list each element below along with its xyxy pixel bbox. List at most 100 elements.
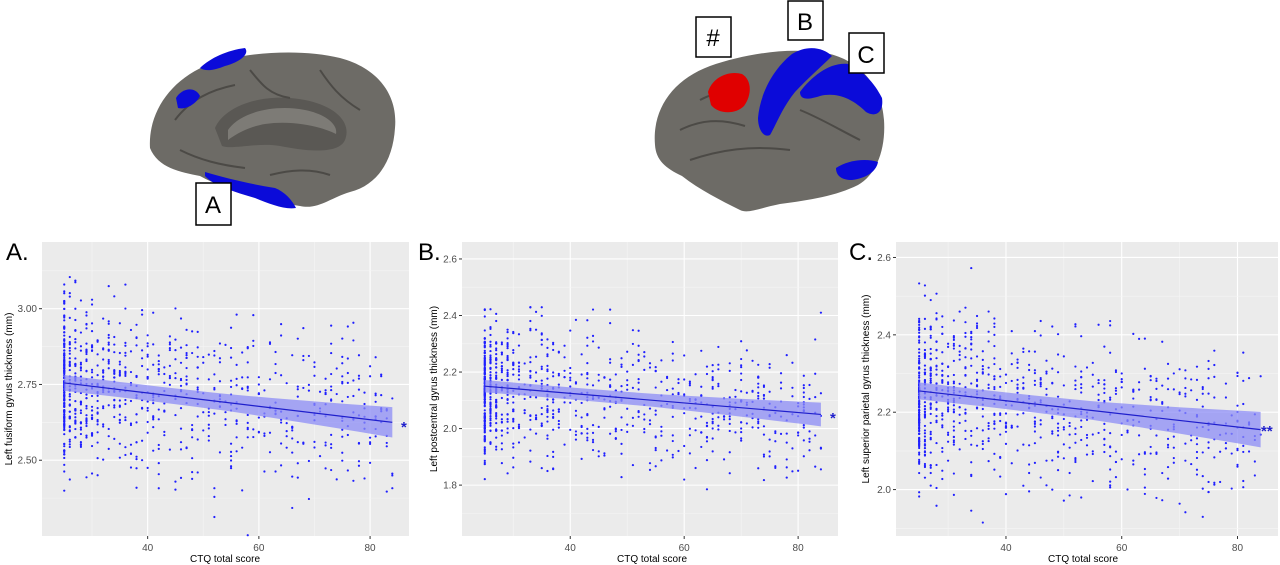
data-point	[993, 378, 996, 381]
data-point	[163, 409, 166, 412]
data-point	[74, 329, 77, 332]
data-point	[307, 383, 311, 386]
label-box-hash	[695, 16, 732, 58]
data-point	[1114, 392, 1118, 396]
data-point	[1091, 361, 1094, 364]
data-point	[1195, 443, 1199, 446]
data-point	[952, 493, 955, 496]
data-point	[489, 361, 492, 364]
data-point	[168, 377, 171, 380]
data-point	[489, 417, 492, 420]
data-point	[923, 476, 927, 479]
data-point	[174, 372, 177, 375]
data-point	[506, 431, 509, 434]
data-point	[1236, 463, 1239, 466]
data-point	[580, 457, 583, 460]
data-point	[563, 443, 566, 446]
data-point	[495, 398, 498, 402]
data-point	[495, 411, 498, 415]
data-point	[63, 369, 66, 372]
scatter-panel-a: A. 40 60 802.502.753.00 * CTQ total score …	[4, 239, 409, 565]
data-point	[252, 339, 255, 342]
data-point	[1028, 463, 1031, 466]
data-point	[580, 432, 583, 435]
data-point	[346, 469, 349, 472]
data-point	[757, 382, 760, 385]
data-point	[574, 414, 578, 417]
data-point	[1033, 461, 1037, 464]
data-point	[711, 437, 714, 440]
data-point	[324, 377, 327, 380]
data-point	[157, 359, 160, 363]
data-point	[246, 436, 249, 439]
data-point	[357, 374, 361, 377]
data-point	[648, 407, 652, 410]
data-point	[757, 386, 760, 389]
label-a: A	[205, 192, 221, 219]
data-point	[500, 378, 503, 381]
data-point	[918, 317, 921, 320]
data-point	[1039, 378, 1042, 381]
data-point	[79, 409, 83, 412]
data-point	[296, 441, 299, 444]
data-point	[512, 446, 515, 449]
data-point	[1155, 379, 1158, 383]
data-point	[918, 319, 921, 323]
data-point	[975, 427, 979, 430]
data-point	[665, 375, 669, 379]
data-point	[191, 428, 194, 431]
data-point	[677, 391, 680, 395]
data-point	[341, 337, 344, 340]
data-point	[660, 430, 663, 433]
data-point	[1172, 461, 1175, 464]
data-point	[235, 313, 238, 316]
data-point	[218, 357, 222, 360]
data-point	[999, 456, 1002, 459]
data-point	[385, 441, 388, 445]
data-point	[63, 357, 66, 361]
data-point	[118, 419, 121, 422]
data-point	[280, 442, 283, 445]
data-point	[705, 435, 709, 439]
data-point	[1201, 451, 1204, 454]
data-point	[1062, 499, 1065, 502]
data-point	[495, 429, 498, 432]
data-point	[1230, 487, 1233, 490]
data-point	[252, 344, 255, 348]
data-point	[79, 369, 83, 372]
data-point	[483, 434, 486, 438]
data-point	[113, 398, 116, 401]
data-point	[1190, 378, 1193, 381]
data-point	[291, 354, 294, 357]
data-point	[79, 299, 83, 302]
data-point	[63, 356, 66, 359]
data-point	[935, 486, 938, 490]
data-point	[574, 409, 578, 412]
data-point	[506, 371, 509, 374]
data-point	[107, 404, 110, 407]
data-point	[85, 342, 88, 345]
data-point	[102, 317, 105, 320]
data-point	[1103, 422, 1106, 425]
data-point	[734, 431, 737, 434]
data-point	[96, 431, 99, 434]
data-point	[500, 462, 503, 465]
data-point	[506, 373, 509, 376]
data-point	[711, 387, 714, 390]
data-point	[213, 412, 216, 415]
data-point	[506, 341, 509, 345]
data-point	[941, 446, 944, 450]
data-point	[529, 374, 532, 377]
data-point	[202, 429, 205, 432]
data-point	[620, 475, 623, 479]
data-point	[711, 450, 714, 453]
data-point	[552, 341, 555, 344]
data-point	[129, 350, 133, 353]
data-point	[563, 401, 566, 404]
data-point	[152, 418, 155, 421]
data-point	[385, 445, 388, 448]
data-point	[241, 489, 244, 492]
data-point	[654, 409, 657, 412]
region-a-blue-medial-1	[176, 89, 200, 109]
data-point	[952, 342, 955, 345]
